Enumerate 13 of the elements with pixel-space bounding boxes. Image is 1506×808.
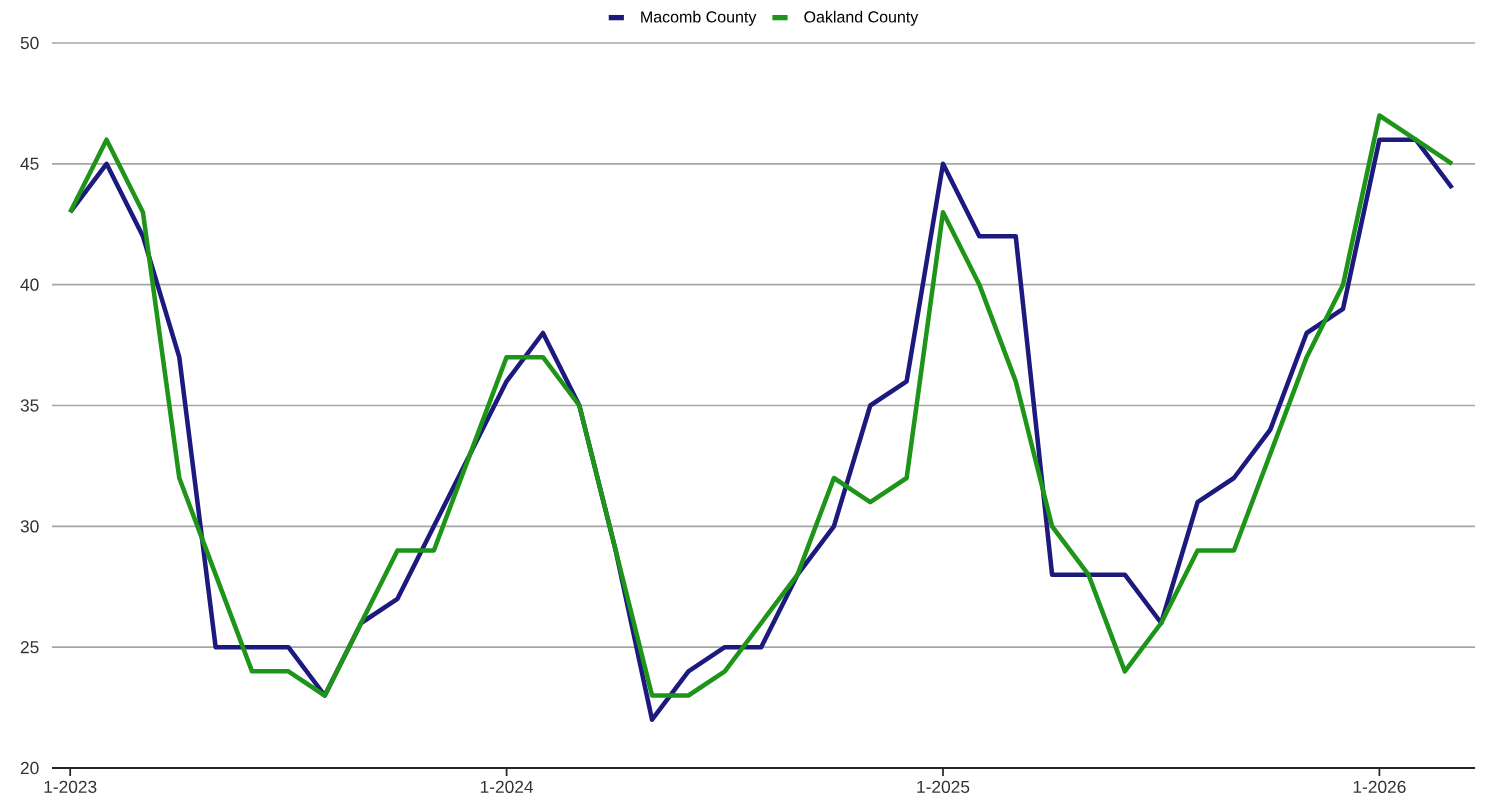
legend-label: Oakland County	[804, 10, 919, 26]
x-tick-label: 1-2023	[44, 780, 97, 793]
y-tick-label: 25	[20, 641, 39, 654]
y-tick-label: 35	[20, 399, 39, 412]
y-tick-label: 20	[20, 761, 39, 775]
legend-label: Macomb County	[641, 10, 757, 26]
y-tick-label: 45	[20, 157, 39, 170]
y-tick-label: 40	[20, 278, 39, 291]
x-tick-label: 1-2025	[917, 780, 970, 793]
x-tick-label: 1-2024	[480, 780, 534, 793]
y-tick-label: 30	[20, 520, 39, 533]
x-tick-label: 1-2026	[1353, 780, 1406, 793]
y-tick-label: 50	[20, 36, 39, 50]
